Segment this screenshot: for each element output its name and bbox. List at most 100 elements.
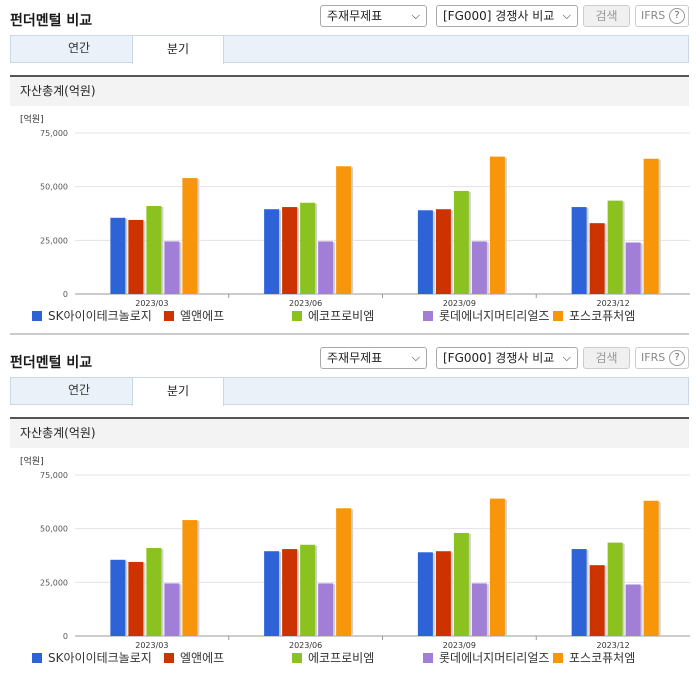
bar	[643, 500, 659, 636]
x-tick-label: 2023/12	[597, 299, 630, 308]
legend-swatch	[292, 311, 302, 321]
bar	[471, 241, 487, 294]
x-tick-label: 2023/09	[443, 641, 476, 650]
chevron-down-icon: ⌵	[562, 9, 571, 22]
bar	[182, 520, 198, 636]
bar	[471, 583, 487, 636]
x-tick-label: 2023/06	[289, 299, 322, 308]
legend-swatch	[32, 311, 42, 321]
bar	[571, 207, 587, 294]
bar	[435, 209, 451, 294]
legend-swatch	[32, 653, 42, 663]
total-assets-chart: [억원] 0 25,000 50,000 75,000 2023/03 2023/06 202…	[20, 113, 690, 308]
bar	[164, 241, 180, 294]
y-tick-label: 25,000	[40, 236, 68, 245]
bar	[318, 583, 334, 636]
y-tick-label: 0	[63, 290, 68, 299]
bar	[282, 207, 298, 294]
bar	[625, 242, 641, 294]
statement-select[interactable]: 주재무제표 ⌵	[320, 5, 427, 27]
legend-swatch	[553, 653, 563, 663]
y-tick-label: 0	[63, 632, 68, 641]
bar	[264, 209, 280, 294]
chevron-down-icon: ⌵	[411, 351, 420, 364]
y-tick-label: 75,000	[40, 471, 68, 480]
bar	[164, 583, 180, 636]
legend-item-posco[interactable]: 포스코퓨처엠	[553, 651, 635, 665]
legend-swatch	[553, 311, 563, 321]
panel-title: 펀더멘털 비교	[10, 355, 93, 371]
bar	[453, 190, 469, 294]
y-tick-label: 75,000	[40, 129, 68, 138]
peer-select[interactable]: [FG000] 경쟁사 비교 ⌵	[436, 347, 578, 369]
help-icon[interactable]: ?	[669, 8, 685, 24]
bar	[489, 156, 505, 294]
x-tick-label: 2023/06	[289, 641, 322, 650]
legend-item-lnf[interactable]: 엘앤에프	[164, 309, 224, 323]
legend-item-lotte[interactable]: 롯데에너지머티리얼즈	[423, 309, 553, 323]
x-tick-label: 2023/03	[135, 641, 168, 650]
chevron-down-icon: ⌵	[411, 9, 420, 22]
bar	[128, 561, 144, 636]
legend-item-ecopro[interactable]: 에코프로비엠	[292, 309, 374, 323]
legend-item-sk[interactable]: SK아이이테크놀로지	[32, 309, 152, 323]
bar	[146, 205, 162, 294]
bar	[300, 544, 316, 636]
bar	[282, 549, 298, 636]
bar	[489, 498, 505, 636]
tab-annual[interactable]: 연간	[67, 41, 91, 55]
bar	[643, 158, 659, 294]
legend-item-ecopro[interactable]: 에코프로비엠	[292, 651, 374, 665]
bar	[607, 200, 623, 294]
panel-title: 펀더멘털 비교	[10, 13, 93, 29]
legend-item-lotte[interactable]: 롯데에너지머티리얼즈	[423, 651, 553, 665]
bar	[453, 532, 469, 636]
tab-quarterly[interactable]: 분기	[132, 35, 224, 64]
x-tick-label: 2023/12	[597, 641, 630, 650]
legend-item-posco[interactable]: 포스코퓨처엠	[553, 309, 635, 323]
ifrs-button[interactable]: IFRS?	[635, 5, 689, 27]
bar	[625, 584, 641, 636]
legend-swatch	[423, 653, 433, 663]
unit-label: [억원]	[20, 455, 44, 467]
legend-item-lnf[interactable]: 엘앤에프	[164, 651, 224, 665]
bar	[571, 549, 587, 636]
section-title: 자산총계(억원)	[10, 417, 689, 448]
section-title: 자산총계(억원)	[10, 75, 689, 106]
period-tabs: 연간 분기	[10, 35, 689, 64]
statement-select[interactable]: 주재무제표 ⌵	[320, 347, 427, 369]
legend-swatch	[164, 311, 174, 321]
y-tick-label: 50,000	[40, 183, 68, 192]
bar	[128, 219, 144, 294]
y-tick-label: 25,000	[40, 578, 68, 587]
help-icon[interactable]: ?	[669, 350, 685, 366]
y-tick-label: 50,000	[40, 525, 68, 534]
unit-label: [억원]	[20, 113, 44, 125]
search-button[interactable]: 검색	[583, 5, 630, 27]
bar	[336, 166, 352, 294]
bar	[146, 547, 162, 636]
bar	[417, 210, 433, 294]
tab-annual[interactable]: 연간	[67, 383, 91, 397]
legend-swatch	[292, 653, 302, 663]
fundamental-panel-1: 펀더멘털 비교 주재무제표 ⌵ [FG000] 경쟁사 비교 ⌵ 검색 IFRS? …	[10, 5, 690, 335]
legend-item-sk[interactable]: SK아이이테크놀로지	[32, 651, 152, 665]
tab-quarterly[interactable]: 분기	[132, 377, 224, 406]
bar	[182, 178, 198, 294]
total-assets-chart: [억원] 0 25,000 50,000 75,000 2023/03 2023/06 202…	[20, 455, 690, 650]
search-button[interactable]: 검색	[583, 347, 630, 369]
period-tabs: 연간 분기	[10, 377, 689, 406]
ifrs-button[interactable]: IFRS?	[635, 347, 689, 369]
fundamental-panel-2: 펀더멘털 비교 주재무제표 ⌵ [FG000] 경쟁사 비교 ⌵ 검색 IFRS? …	[0, 342, 696, 684]
panel-divider	[10, 333, 689, 335]
bar	[300, 202, 316, 294]
bar	[110, 559, 126, 636]
peer-select[interactable]: [FG000] 경쟁사 비교 ⌵	[436, 5, 578, 27]
x-tick-label: 2023/09	[443, 299, 476, 308]
x-tick-label: 2023/03	[135, 299, 168, 308]
bar	[336, 508, 352, 636]
bar	[589, 223, 605, 294]
bar	[589, 565, 605, 636]
legend-swatch	[164, 653, 174, 663]
bar	[110, 217, 126, 294]
